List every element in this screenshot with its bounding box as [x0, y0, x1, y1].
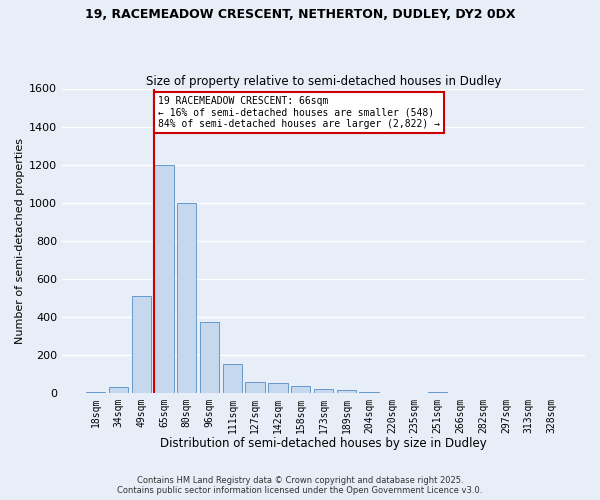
Bar: [268, 383, 287, 392]
Y-axis label: Number of semi-detached properties: Number of semi-detached properties: [15, 138, 25, 344]
Text: 19 RACEMEADOW CRESCENT: 66sqm
← 16% of semi-detached houses are smaller (548)
84: 19 RACEMEADOW CRESCENT: 66sqm ← 16% of s…: [158, 96, 440, 130]
Bar: [337, 390, 356, 392]
Bar: [177, 202, 196, 392]
Bar: [109, 387, 128, 392]
Bar: [245, 382, 265, 392]
Bar: [200, 322, 219, 392]
Bar: [223, 364, 242, 392]
Title: Size of property relative to semi-detached houses in Dudley: Size of property relative to semi-detach…: [146, 76, 502, 88]
Text: Contains HM Land Registry data © Crown copyright and database right 2025.
Contai: Contains HM Land Registry data © Crown c…: [118, 476, 482, 495]
Bar: [131, 296, 151, 392]
X-axis label: Distribution of semi-detached houses by size in Dudley: Distribution of semi-detached houses by …: [160, 437, 487, 450]
Bar: [314, 389, 333, 392]
Text: 19, RACEMEADOW CRESCENT, NETHERTON, DUDLEY, DY2 0DX: 19, RACEMEADOW CRESCENT, NETHERTON, DUDL…: [85, 8, 515, 20]
Bar: [154, 164, 173, 392]
Bar: [291, 386, 310, 392]
